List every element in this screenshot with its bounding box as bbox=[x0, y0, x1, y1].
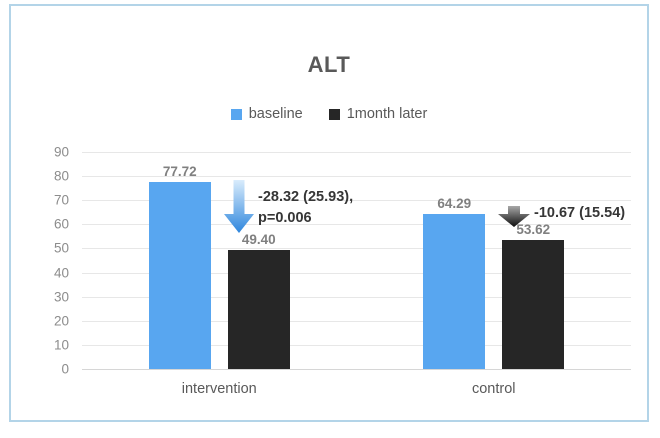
annotation-intervention-line2: p=0.006 bbox=[258, 210, 312, 226]
gridline bbox=[82, 224, 631, 226]
bar-value-label: 77.72 bbox=[162, 163, 197, 179]
legend-swatch-baseline bbox=[230, 108, 242, 120]
y-tick-label: 50 bbox=[53, 240, 69, 256]
down-arrow-blue-icon bbox=[224, 180, 254, 233]
bar-1month-later-intervention bbox=[227, 249, 290, 369]
down-arrow-black-icon bbox=[498, 206, 530, 227]
bar-value-label: 49.40 bbox=[241, 231, 276, 247]
annotation-control: -10.67 (15.54) bbox=[534, 205, 626, 221]
gridline bbox=[82, 200, 631, 202]
gridline bbox=[82, 272, 631, 274]
legend-label-1month-later: 1month later bbox=[346, 106, 428, 122]
legend-label-baseline: baseline bbox=[248, 106, 303, 122]
plot-area: 77.72 49.40 64.29 53.62 bbox=[82, 152, 631, 370]
annotation-intervention-line1: -28.32 (25.93), bbox=[258, 189, 354, 205]
y-tick-label: 0 bbox=[61, 361, 69, 377]
y-tick-label: 70 bbox=[53, 192, 69, 208]
y-tick-label: 90 bbox=[53, 144, 69, 160]
chart-title: ALT bbox=[307, 52, 351, 77]
gridline bbox=[82, 320, 631, 322]
legend-item-1month-later: 1month later bbox=[328, 106, 428, 122]
y-tick-label: 40 bbox=[53, 265, 69, 281]
bar-baseline-intervention bbox=[148, 181, 211, 369]
gridline bbox=[82, 296, 631, 298]
y-tick-label: 10 bbox=[53, 337, 69, 353]
bar-value-label: 64.29 bbox=[437, 195, 472, 211]
bar-value-label: 53.62 bbox=[516, 221, 551, 237]
gridline bbox=[82, 369, 631, 370]
gridline bbox=[82, 248, 631, 250]
gridline bbox=[82, 152, 631, 153]
y-tick-label: 20 bbox=[53, 313, 69, 329]
annotation-intervention: -28.32 (25.93), p=0.006 bbox=[258, 187, 353, 229]
bar-1month-later-control bbox=[502, 239, 565, 369]
legend-item-baseline: baseline bbox=[230, 106, 303, 122]
legend: baseline 1month later bbox=[11, 106, 647, 122]
x-category-label-intervention: intervention bbox=[181, 381, 257, 397]
y-tick-label: 30 bbox=[53, 289, 69, 305]
chart-frame: ALT baseline 1month later 90 80 70 60 50 40 30… bbox=[9, 4, 649, 422]
y-tick-label: 80 bbox=[53, 168, 69, 184]
x-category-label-control: control bbox=[471, 381, 516, 397]
bar-baseline-control bbox=[423, 213, 486, 369]
legend-swatch-1month-later bbox=[328, 108, 340, 120]
x-axis: intervention control bbox=[82, 381, 631, 403]
gridline bbox=[82, 176, 631, 178]
y-tick-label: 60 bbox=[53, 216, 69, 232]
y-axis: 90 80 70 60 50 40 30 20 10 0 bbox=[31, 145, 69, 377]
gridline bbox=[82, 344, 631, 346]
